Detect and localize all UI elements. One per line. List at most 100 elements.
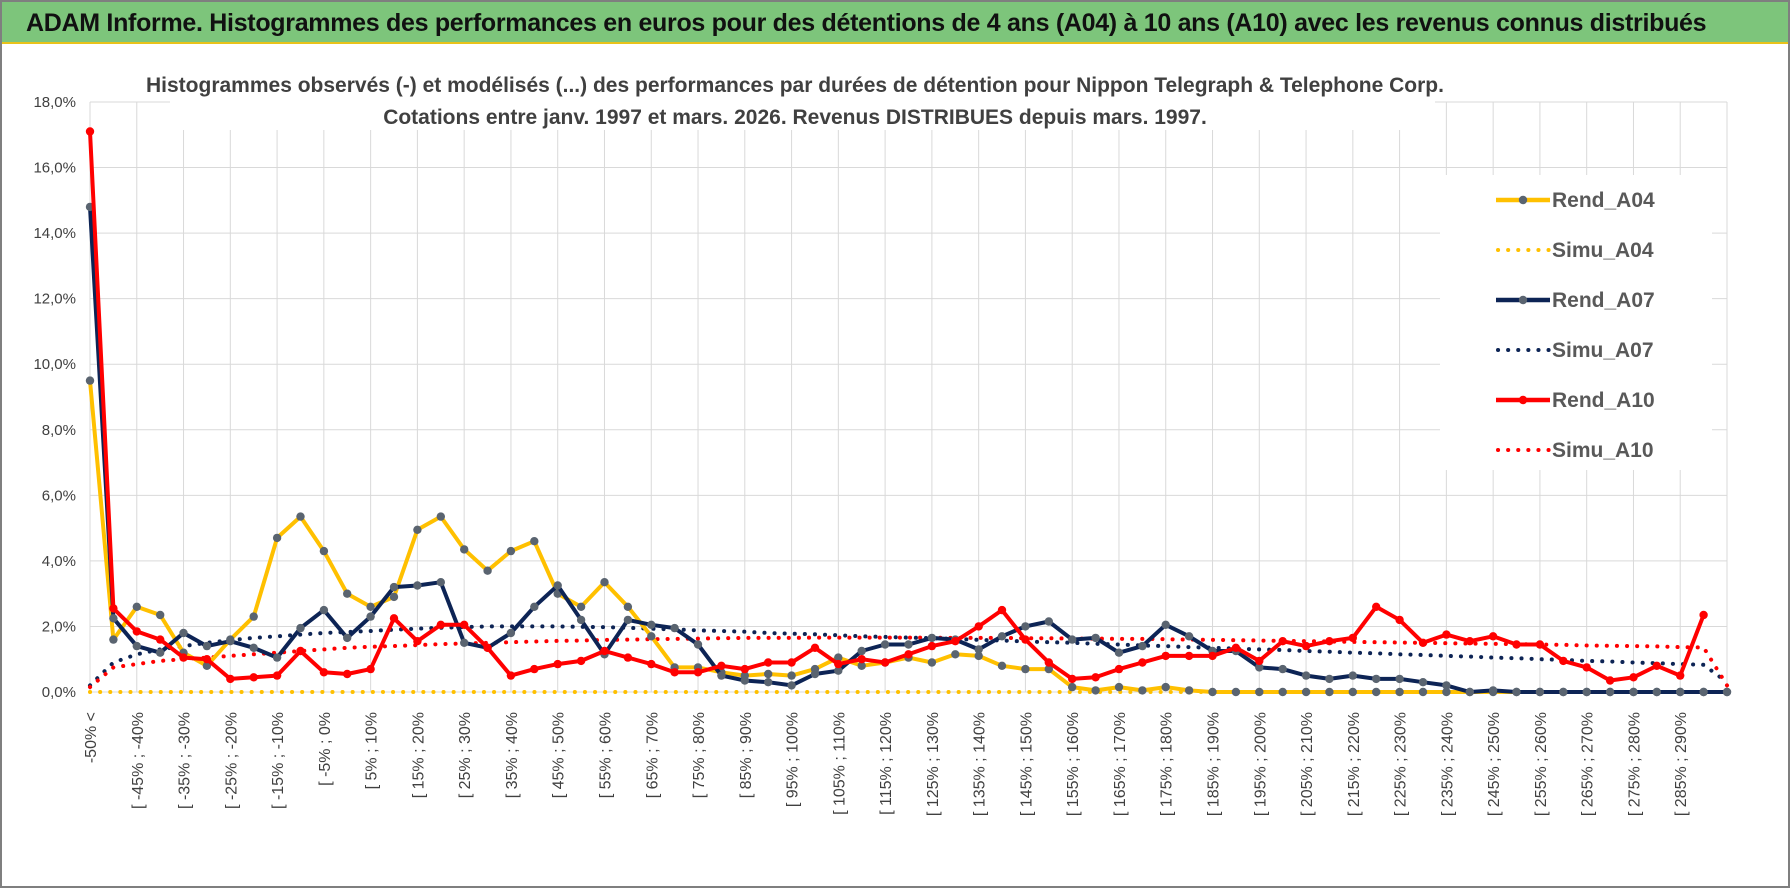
data-point [109,635,118,644]
y-tick-label: 6,0% [42,487,76,504]
data-point [249,612,258,621]
x-tick-label: [ 165% ; 170% [1112,712,1129,816]
data-point [1395,615,1404,625]
data-point [296,623,305,633]
data-point [787,658,796,667]
data-point [1582,663,1591,672]
data-point [460,545,469,554]
data-point [296,512,305,521]
data-point [1021,635,1030,644]
data-point [1161,682,1170,692]
data-point [1348,633,1358,643]
data-point [1535,687,1545,697]
x-tick-label: [ 215% ; 220% [1346,712,1363,816]
data-point [530,537,539,546]
data-point [366,602,375,611]
data-point [1278,637,1287,646]
data-point [483,643,492,652]
data-point [272,671,282,680]
data-point [553,581,562,590]
data-point [413,637,422,646]
data-point [927,633,937,643]
data-point [1582,687,1591,697]
data-point [974,645,983,654]
series-simu-a10 [88,635,1729,690]
data-point [436,620,445,629]
data-point [1138,686,1147,695]
data-point [179,628,188,638]
data-point [834,653,843,662]
x-tick-label: [ 185% ; 190% [1206,712,1223,816]
chart-subtitle: Cotations entre janv. 1997 et mars. 2026… [383,106,1207,129]
data-point [1372,674,1381,684]
data-point [1114,682,1124,692]
data-point [132,602,141,611]
data-point [1395,674,1404,684]
data-point [1231,643,1241,652]
data-point [506,671,516,680]
data-point [810,643,820,652]
data-point [1418,687,1428,697]
series-rend-a07 [85,202,1732,697]
data-point [530,602,539,611]
data-point [413,581,422,590]
data-point [810,669,820,679]
data-point [1301,671,1311,680]
data-point [319,546,329,556]
legend-label: Rend_A04 [1552,189,1655,212]
data-point [1512,687,1521,697]
legend-item: Rend_A07 [1496,289,1655,312]
data-point [600,578,609,587]
data-point [857,655,866,664]
data-point [389,614,399,623]
data-point [1255,656,1264,666]
x-tick-label: [ 245% ; 250% [1486,712,1503,816]
data-point [1208,687,1217,697]
data-point [1442,687,1451,697]
y-tick-label: 8,0% [42,422,76,439]
data-point [319,605,329,615]
data-point [927,658,937,667]
data-point [389,592,399,602]
x-tick-label: [ -45% ; -40% [130,712,147,809]
data-point [202,655,212,664]
x-tick-label: [ 105% ; 110% [831,712,848,815]
data-point [717,671,726,680]
data-point [1301,641,1311,651]
x-tick-label: [ 235% ; 240% [1439,712,1456,816]
data-point [927,641,937,651]
data-point [647,620,656,629]
x-tick-label: [ 65% ; 70% [644,712,661,798]
legend-marker [1518,195,1528,205]
data-point [1231,687,1241,697]
data-point [997,632,1007,641]
data-point [202,661,212,670]
legend-marker [1518,395,1528,405]
data-point [787,671,796,680]
y-tick-label: 0,0% [42,684,76,701]
data-point [1348,687,1358,697]
x-tick-label: [ 25% ; 30% [457,712,474,798]
legend-label: Rend_A10 [1552,389,1655,412]
data-point [623,653,633,662]
x-tick-label: [ -15% ; -10% [270,712,287,809]
data-point [343,633,352,643]
data-point [997,605,1007,615]
data-point [1418,638,1428,647]
x-tick-label: [ 265% ; 270% [1580,712,1597,816]
data-point [974,622,983,631]
report-title: ADAM Informe. Histogrammes des performan… [26,9,1707,37]
data-point [1418,678,1428,687]
data-point [1699,687,1708,697]
data-point [1021,664,1030,674]
x-tick-label: [ 115% ; 120% [878,712,895,815]
data-point [1652,687,1662,697]
series-line [88,131,1706,683]
data-point [156,648,165,657]
data-point [834,666,843,675]
data-point [156,610,165,620]
data-point [1044,664,1054,674]
x-tick-label: [ 35% ; 40% [504,712,521,798]
data-point [1184,651,1194,661]
